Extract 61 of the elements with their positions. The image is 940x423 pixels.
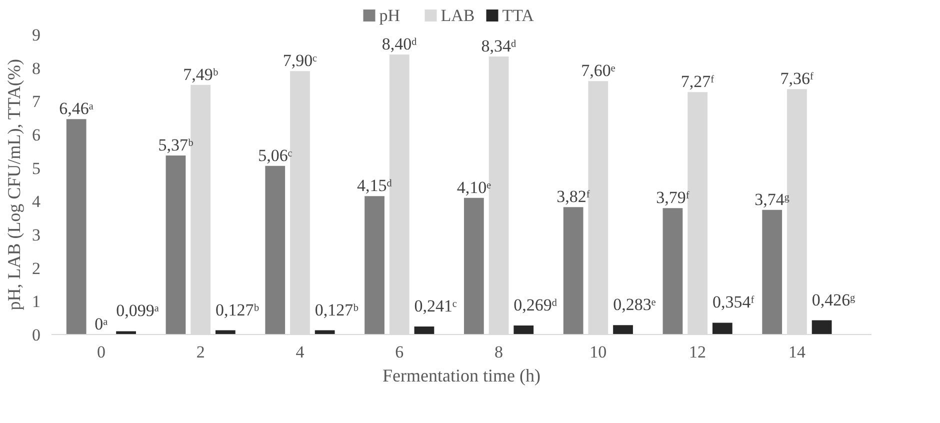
data-label: 4,15ᵈ [357,176,392,196]
data-label: 7,27ᶠ [680,72,715,92]
data-label: 7,36ᶠ [780,69,814,88]
data-label: 7,49ᵇ [183,64,218,84]
bar [414,326,434,334]
x-tick-label: 10 [590,342,607,362]
y-tick-label: 6 [32,126,40,144]
bar [762,210,782,334]
y-tick-label: 1 [32,292,40,312]
y-tick-label: 8 [32,58,40,78]
bar [116,331,136,334]
data-label: 5,06ᶜ [258,146,293,165]
x-tick-label: 4 [296,342,305,362]
legend-label: TTA [502,6,535,25]
x-axis-title: Fermentation time (h) [382,366,540,386]
data-label: 8,34ᵈ [481,36,516,56]
y-tick-label: 3 [32,226,40,244]
x-tick-label: 6 [395,342,404,362]
bar [265,166,286,334]
data-label: 3,82ᶠ [556,187,590,206]
bar [66,119,86,334]
y-tick-label: 0 [32,326,40,344]
data-label: 7,90ᶜ [282,51,318,70]
data-label: 0ᵃ [94,314,108,334]
x-tick-label: 8 [494,342,504,362]
y-tick-label: 7 [32,92,41,112]
bar [662,208,683,334]
y-axis-title: pH, LAB (Log CFU/mL), TTA(%) [4,59,24,310]
data-label: 0,127ᵇ [314,300,358,320]
data-label: 0,099ᵃ [116,301,160,320]
bar [563,207,584,334]
data-label: 0,426ᵍ [812,290,856,310]
data-label: 0,269ᵈ [514,296,558,315]
y-tick-label: 5 [32,158,40,178]
data-label: 4,10ᵉ [456,178,492,197]
bar [613,325,633,334]
y-tick-label: 2 [32,258,40,278]
x-tick-label: 12 [689,342,706,362]
data-label: 8,40ᵈ [382,34,417,54]
x-tick-label: 14 [788,342,806,362]
bar [712,322,732,334]
data-label: 5,37ᵇ [158,136,194,154]
bar [514,326,534,334]
data-label: 0,241ᶜ [414,296,458,316]
bar [464,198,484,334]
data-label: 0,283ᵉ [613,295,656,314]
data-label: 6,46ᵃ [59,99,94,118]
bar [166,156,186,334]
legend-label: pH [379,6,400,25]
data-label: 0,127ᵇ [216,300,260,320]
data-label: 3,79ᶠ [656,188,690,208]
legend-label: LAB [440,6,475,25]
data-label: 0,354ᶠ [712,292,755,312]
y-tick-label: 4 [32,192,41,212]
x-tick-label: 2 [196,342,205,362]
x-tick-label: 0 [96,342,106,362]
data-label: 7,60ᵉ [581,61,616,80]
bar [812,320,832,334]
data-label: 3,74ᵍ [754,190,790,209]
bar [364,196,384,334]
y-tick-label: 9 [32,26,40,44]
